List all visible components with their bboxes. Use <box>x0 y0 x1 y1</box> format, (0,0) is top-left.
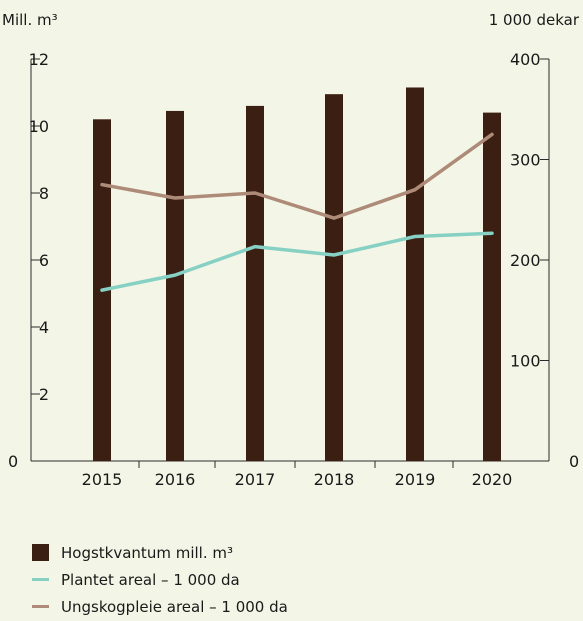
legend-item-hogstkvantum: Hogstkvantum mill. m³ <box>32 539 288 566</box>
left-tick-label: 12 <box>29 50 49 69</box>
x-tick-label: 2015 <box>82 470 123 489</box>
right-tick-label: 300 <box>510 151 541 170</box>
x-tick-label: 2020 <box>472 470 513 489</box>
series-line-plantet <box>100 231 494 292</box>
legend-swatch-line <box>32 605 49 608</box>
legend: Hogstkvantum mill. m³ Plantet areal – 1 … <box>32 539 288 620</box>
left-tick-label: 10 <box>29 117 49 136</box>
right-axis-unit: 1 000 dekar <box>489 11 580 29</box>
right-tick-label: 0 <box>569 452 579 471</box>
right-tick-label: 200 <box>510 251 541 270</box>
legend-label: Hogstkvantum mill. m³ <box>61 543 233 562</box>
x-tick-label: 2017 <box>235 470 276 489</box>
left-axis-unit: Mill. m³ <box>2 11 58 29</box>
x-tick-label: 2016 <box>155 470 196 489</box>
left-tick-label: 6 <box>39 251 49 270</box>
x-tick-label: 2019 <box>395 470 436 489</box>
bar <box>325 94 343 462</box>
bar <box>483 112 501 461</box>
bar <box>166 110 184 462</box>
left-tick-label: 0 <box>8 452 18 471</box>
right-tick-label: 400 <box>510 50 541 69</box>
legend-swatch-line <box>32 578 49 581</box>
x-tick-label: 2018 <box>314 470 355 489</box>
legend-item-ungskogpleie: Ungskogpleie areal – 1 000 da <box>32 593 288 620</box>
left-tick-label: 2 <box>39 385 49 404</box>
legend-item-plantet: Plantet areal – 1 000 da <box>32 566 288 593</box>
left-tick-label: 8 <box>39 184 49 203</box>
bar <box>246 105 264 462</box>
legend-label: Plantet areal – 1 000 da <box>61 570 240 589</box>
bar <box>406 87 424 461</box>
right-tick-label: 100 <box>510 352 541 371</box>
legend-swatch-bar <box>32 544 49 561</box>
left-tick-label: 4 <box>39 318 49 337</box>
series-line-ungskogpleie <box>100 132 494 220</box>
legend-label: Ungskogpleie areal – 1 000 da <box>61 597 288 616</box>
